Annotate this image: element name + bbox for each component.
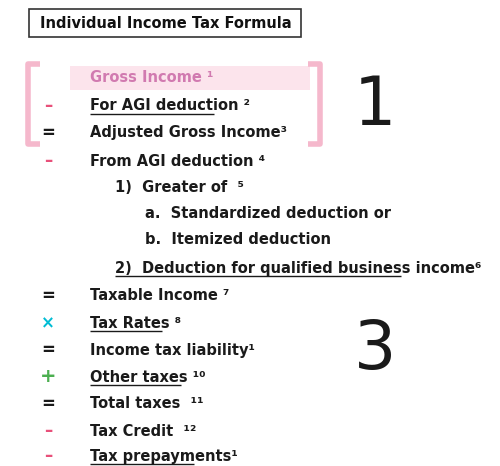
Text: –: –: [44, 422, 52, 440]
Text: From AGI deduction ⁴: From AGI deduction ⁴: [90, 153, 265, 169]
Text: =: =: [41, 124, 55, 142]
Text: –: –: [44, 447, 52, 465]
Text: Tax Rates ⁸: Tax Rates ⁸: [90, 315, 181, 330]
Text: –: –: [44, 152, 52, 170]
Text: +: +: [40, 368, 56, 386]
Text: 2)  Deduction for qualified business income⁶: 2) Deduction for qualified business inco…: [115, 260, 482, 275]
Text: =: =: [41, 341, 55, 359]
Text: ×: ×: [41, 314, 55, 332]
Text: Gross Income ¹: Gross Income ¹: [90, 70, 214, 85]
Text: For AGI deduction ²: For AGI deduction ²: [90, 98, 250, 114]
Text: 1: 1: [354, 73, 396, 139]
Text: b.  Itemized deduction: b. Itemized deduction: [145, 233, 331, 247]
Text: 1)  Greater of  ⁵: 1) Greater of ⁵: [115, 180, 244, 196]
FancyBboxPatch shape: [29, 9, 301, 37]
Text: Individual Income Tax Formula: Individual Income Tax Formula: [40, 15, 292, 30]
Text: Total taxes  ¹¹: Total taxes ¹¹: [90, 397, 204, 411]
Text: Other taxes ¹⁰: Other taxes ¹⁰: [90, 370, 206, 384]
Text: Tax prepayments¹: Tax prepayments¹: [90, 448, 238, 464]
Bar: [70, 66, 310, 90]
Text: Income tax liability¹: Income tax liability¹: [90, 343, 255, 357]
Text: Adjusted Gross Income³: Adjusted Gross Income³: [90, 125, 287, 141]
Text: =: =: [41, 287, 55, 305]
Text: a.  Standardized deduction or: a. Standardized deduction or: [145, 206, 391, 221]
Text: =: =: [41, 395, 55, 413]
Text: –: –: [44, 97, 52, 115]
Text: Taxable Income ⁷: Taxable Income ⁷: [90, 288, 230, 303]
Text: Tax Credit  ¹²: Tax Credit ¹²: [90, 424, 196, 439]
Text: 3: 3: [354, 317, 396, 383]
